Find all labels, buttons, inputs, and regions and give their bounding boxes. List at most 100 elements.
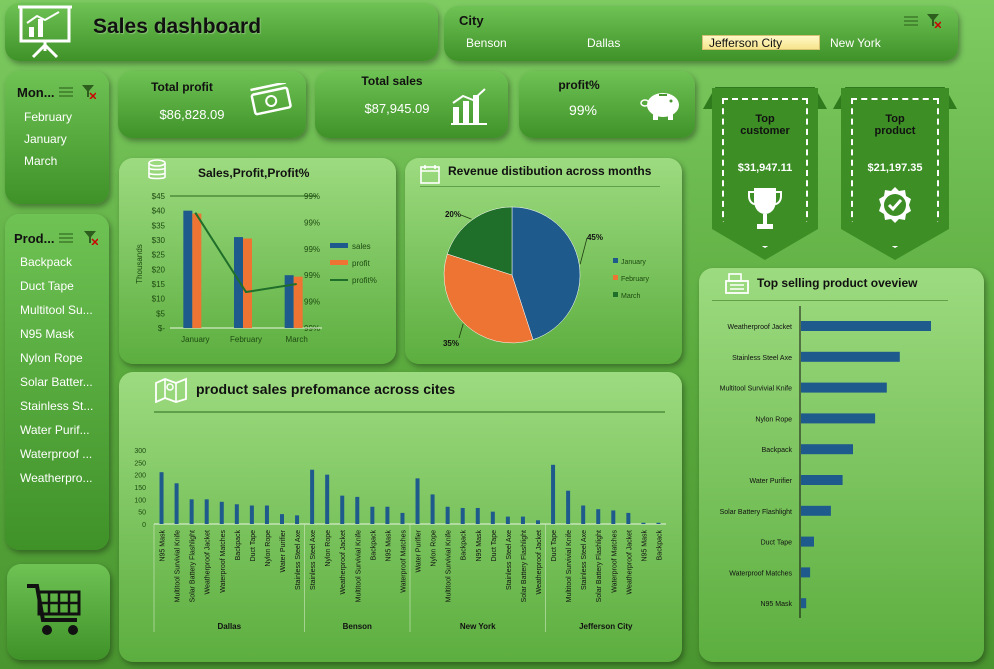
x-tick-label: N95 Mask <box>160 530 167 562</box>
product-item[interactable]: Nylon Rope <box>20 351 83 365</box>
y2-tick-label: 99% <box>304 218 320 227</box>
city-product-bar <box>280 514 284 524</box>
product-item[interactable]: Duct Tape <box>20 279 74 293</box>
product-item[interactable]: N95 Mask <box>20 327 75 341</box>
city-product-bar <box>641 522 646 524</box>
city-product-bar <box>355 496 360 524</box>
city-item-dallas[interactable]: Dallas <box>587 36 621 50</box>
city-group-label: Dallas <box>218 622 242 631</box>
product-slicer-title: Prod... <box>14 231 55 246</box>
y-tick-label: $25 <box>152 251 166 260</box>
x-tick-label: Weatherproof Jacket <box>536 530 543 595</box>
product-item[interactable]: Weatherpro... <box>20 471 93 485</box>
kpi-label: profit% <box>558 78 600 92</box>
y-tick-label: $15 <box>152 280 166 289</box>
product-item[interactable]: Solar Batter... <box>20 375 93 389</box>
product-item[interactable]: Stainless St... <box>20 399 94 413</box>
x-tick-label: Multitool Survivial Knife <box>355 530 362 602</box>
chart-sales-profit-panel <box>119 158 396 364</box>
x-tick-label: Backpack <box>656 530 663 561</box>
kpi-label: Total sales <box>361 74 423 88</box>
multi-select-icon[interactable] <box>59 86 73 98</box>
clear-filter-icon[interactable] <box>84 231 98 245</box>
city-item-new-york[interactable]: New York <box>830 36 881 50</box>
product-bar <box>801 351 900 362</box>
header-panel: Sales dashboard <box>5 3 438 61</box>
product-bar <box>801 536 814 547</box>
category-label: Multitool Survivial Knife <box>720 386 792 393</box>
city-product-bar <box>430 494 435 524</box>
city-product-bar <box>264 505 269 524</box>
category-label: Stainless Steel Axe <box>732 355 792 362</box>
city-product-bar <box>581 505 586 524</box>
sales-profit-chart: $- $5 $10 $15 $20 $25 $30 $35 $40 $45 99% 99% 99% 99%… <box>135 192 377 344</box>
legend-label: sales <box>352 242 371 251</box>
product-bar <box>801 413 876 424</box>
top-product-label: Top product <box>874 113 916 137</box>
piggy-bank-icon <box>640 93 679 120</box>
city-product-bar <box>656 522 661 524</box>
city-product-bar <box>505 516 510 524</box>
city-product-bar <box>536 520 540 524</box>
money-icon <box>250 83 292 116</box>
chart-title: Revenue distibution across months <box>448 164 652 178</box>
product-item[interactable]: Multitool Su... <box>20 303 93 317</box>
shopping-cart-icon <box>27 584 81 635</box>
city-product-bar <box>475 507 480 524</box>
city-product-bar <box>204 499 209 524</box>
x-tick-label: Multitool Survivial Knife <box>566 530 573 602</box>
category-label: Weatherproof Jacket <box>728 324 793 331</box>
y-tick-label: 0 <box>142 522 146 529</box>
product-item[interactable]: Backpack <box>20 255 73 269</box>
profit-pct-line <box>194 212 297 294</box>
pie-data-label: 20% <box>445 210 461 219</box>
x-tick-label: N95 Mask <box>641 530 648 562</box>
multi-select-icon[interactable] <box>904 15 918 27</box>
kpi-total-profit: Total profit $86,828.09 <box>118 71 306 138</box>
city-product-bar <box>490 511 495 524</box>
x-tick-label: N95 Mask <box>476 530 483 562</box>
city-product-bar <box>400 512 405 524</box>
x-tick-label: Solar Battery Flashlight <box>596 530 603 602</box>
coins-icon <box>148 159 166 180</box>
month-item-march[interactable]: March <box>24 154 58 168</box>
x-tick-label: Nylon Rope <box>265 530 272 567</box>
product-item[interactable]: Water Purif... <box>20 423 90 437</box>
city-product-bar <box>415 478 420 524</box>
city-item-jefferson-city[interactable]: Jefferson City <box>702 35 820 50</box>
city-item-benson[interactable]: Benson <box>466 36 507 50</box>
legend-swatch <box>330 260 348 265</box>
city-product-bar <box>370 506 375 524</box>
kpi-value: 99% <box>568 102 598 118</box>
x-tick-label: Nylon Rope <box>431 530 438 567</box>
legend-swatch <box>613 292 618 297</box>
x-tick-label: Nylon Rope <box>325 530 332 567</box>
product-bar <box>801 382 887 393</box>
multi-select-icon[interactable] <box>59 232 73 244</box>
city-slicer: City Benson Dallas Jefferson City New Yo… <box>444 6 958 61</box>
clear-filter-icon[interactable] <box>927 14 941 28</box>
city-product-bar <box>234 504 239 524</box>
x-tick-label: March <box>286 335 308 344</box>
pie-slice <box>443 253 534 344</box>
legend-label: January <box>621 259 646 266</box>
cash-register-icon <box>725 273 749 294</box>
product-item[interactable]: Waterproof ... <box>20 447 93 461</box>
y-tick-label: 200 <box>134 473 146 480</box>
x-tick-label: Stainless Steel Axe <box>295 530 302 590</box>
product-bar <box>801 505 831 516</box>
month-item-january[interactable]: January <box>24 132 67 146</box>
category-label: Backpack <box>762 447 793 454</box>
clear-filter-icon[interactable] <box>82 85 96 99</box>
month-item-february[interactable]: February <box>24 110 73 124</box>
product-bar <box>801 475 843 485</box>
pie-leader-line <box>458 323 464 339</box>
y2-tick-label: 99% <box>304 298 320 307</box>
sales-bar <box>284 275 294 328</box>
bar-chart-icon <box>451 88 487 125</box>
city-product-bar <box>460 507 465 524</box>
x-tick-label: Multitool Survivial Knife <box>175 530 182 602</box>
revenue-pie-chart: 45% 35% 20% January February March <box>420 186 660 348</box>
pie-data-label: 35% <box>443 339 459 348</box>
city-product-bar <box>596 509 601 524</box>
